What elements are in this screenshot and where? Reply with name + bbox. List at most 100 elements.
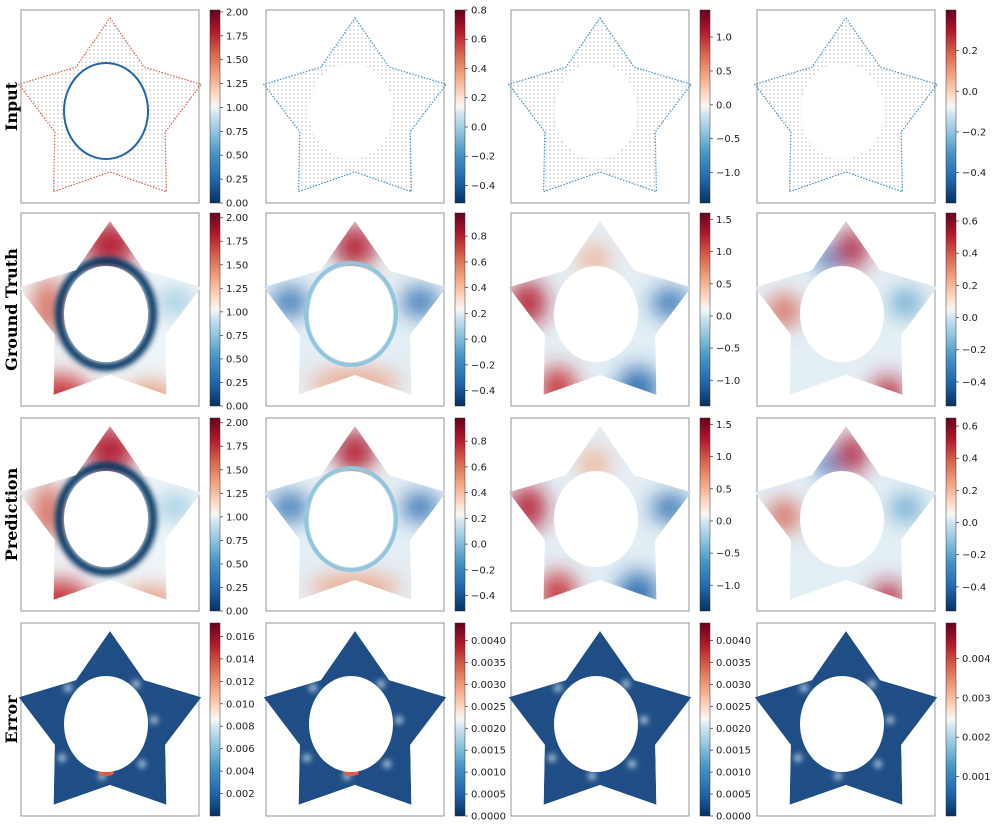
error-spot-1 [64,684,72,692]
colorbar-tick-label: 0.001 [962,772,991,783]
colorbar-tick-label: 0.75 [226,331,248,342]
colorbar-tick-label: 0.0005 [716,790,751,801]
panel-r1-c3: −1.0 −0.5 0.0 0.5 1.0 [507,9,740,204]
field-blob-2 [540,572,576,600]
colorbar-tick-label: 1.25 [226,489,248,500]
colorbar [454,622,466,817]
colorbar-tick-label: 0.6 [471,257,487,268]
colorbar-tick-label: 1.25 [226,284,248,295]
colorbar-tick-label: −0.4 [471,591,495,602]
colorbar-tick-label: 0.0010 [716,768,751,779]
hole [800,676,884,772]
colorbar-tick-label: 0.2 [962,281,978,292]
hole [64,471,148,567]
boundary-points [753,16,939,193]
field-blob-5 [892,496,920,520]
colorbar-tick-label: 0.006 [226,744,255,755]
colorbar [945,417,957,612]
panel-r3-c1: 0.00 0.25 0.50 0.75 1.00 1.25 1.50 1.75 2.00 [18,417,248,618]
colorbar-tick-label: −1.0 [716,581,740,592]
colorbar-tick-label: 0.0040 [716,636,751,647]
colorbar-tick-label: −0.4 [962,168,986,179]
colorbar-tick-label: 1.00 [226,103,248,114]
colorbar [454,9,466,204]
row-label-input: Input [2,81,21,131]
colorbar-tick-label: 0.75 [226,536,248,547]
colorbar-tick-label: 0.0020 [716,724,751,735]
colorbar-tick-label: 0.4 [471,488,487,499]
panel-r3-c3: −1.0 −0.5 0.0 0.5 1.0 1.5 [508,417,740,612]
colorbar-tick-label: −0.4 [471,386,495,397]
colorbar-tick-label: −1.0 [716,168,740,179]
colorbar-tick-label: 0.5 [716,66,732,77]
colorbar-tick-label: 2.00 [226,7,248,18]
colorbar-tick-label: 0.0 [471,540,487,551]
colorbar [454,417,466,612]
colorbar-tick-label: 0.2 [962,486,978,497]
hole [64,676,148,772]
colorbar-tick-label: 0.0000 [471,812,506,823]
colorbar-tick-label: 1.00 [226,307,248,318]
colorbar-tick-label: 0.2 [962,46,978,57]
boundary-points [17,16,203,193]
colorbar-tick-label: −0.4 [962,582,986,593]
colorbar-tick-label: 0.4 [962,454,978,465]
colorbar-tick-label: 1.50 [226,465,248,476]
colorbar [454,212,466,407]
colorbar-tick-label: 0.0025 [716,702,751,713]
panel-r4-c1: 0.002 0.004 0.006 0.008 0.010 0.012 0.014 0.016 [18,622,255,817]
colorbar-tick-label: 0.012 [226,677,255,688]
error-spot-3 [303,754,311,762]
field-blob-1 [335,430,375,474]
colorbar-tick-label: 0.0 [471,122,487,133]
colorbar-tick-label: 0.016 [226,632,255,643]
colorbar-tick-label: 1.50 [226,55,248,66]
colorbar-tick-label: 0.75 [226,127,248,138]
error-spot-4 [138,760,146,768]
error-spot-6 [395,716,403,724]
panel-r4-c3: 0.0000 0.0005 0.0010 0.0015 0.0020 0.0025 0.00… [508,622,751,823]
field-blob-3 [272,288,308,316]
error-spot-3 [58,754,66,762]
colorbar-tick-label: 0.8 [471,232,487,243]
panels: 0.00 0.25 0.50 0.75 1.00 1.25 1.50 1.75 2.00 −0.4… [17,6,991,823]
panel-r4-c4: 0.001 0.002 0.003 0.004 [754,622,991,817]
colorbar-tick-label: 0.0000 [716,812,751,823]
colorbar-tick-label: 0.0005 [471,790,506,801]
row-labels: Input Ground Truth Prediction Error [2,81,21,743]
field-blob-5 [157,290,193,314]
colorbar-tick-label: 0.2 [471,93,487,104]
colorbar-tick-label: −0.2 [471,152,495,163]
colorbar-tick-label: 0.0030 [716,680,751,691]
colorbar [699,212,711,407]
colorbar-tick-label: 0.4 [471,283,487,294]
colorbar-tick-label: 0.0 [962,313,978,324]
colorbar-tick-label: 0.008 [226,722,255,733]
colorbar-tick-label: −0.5 [716,134,740,145]
colorbar-tick-label: 0.014 [226,654,255,665]
colorbar-tick-label: 0.0010 [471,768,506,779]
colorbar-tick-label: 0.004 [226,767,255,778]
colorbar-tick-label: 0.003 [962,693,991,704]
colorbar-tick-label: −1.0 [716,376,740,387]
colorbar-tick-label: 0.0 [962,87,978,98]
colorbar-tick-label: 0.25 [226,175,248,186]
colorbar [699,622,711,817]
error-spot-4 [874,760,882,768]
colorbar-tick-label: 0.010 [226,699,255,710]
colorbar [209,417,221,612]
colorbar-tick-label: −0.2 [471,360,495,371]
colorbar-tick-label: −0.4 [471,181,495,192]
field-blob-5 [580,245,608,273]
row-label-error: Error [2,695,21,744]
colorbar-tick-label: 0.0020 [471,724,506,735]
field-blob-5 [157,495,193,519]
colorbar-tick-label: 2.00 [226,213,248,224]
error-spot-3 [548,754,556,762]
colorbar-tick-label: 0.002 [962,733,991,744]
field-blob-3 [272,493,308,521]
boundary-points [262,16,448,193]
hole [63,62,149,160]
colorbar [209,9,221,204]
colorbar-tick-label: 0.25 [226,583,248,594]
